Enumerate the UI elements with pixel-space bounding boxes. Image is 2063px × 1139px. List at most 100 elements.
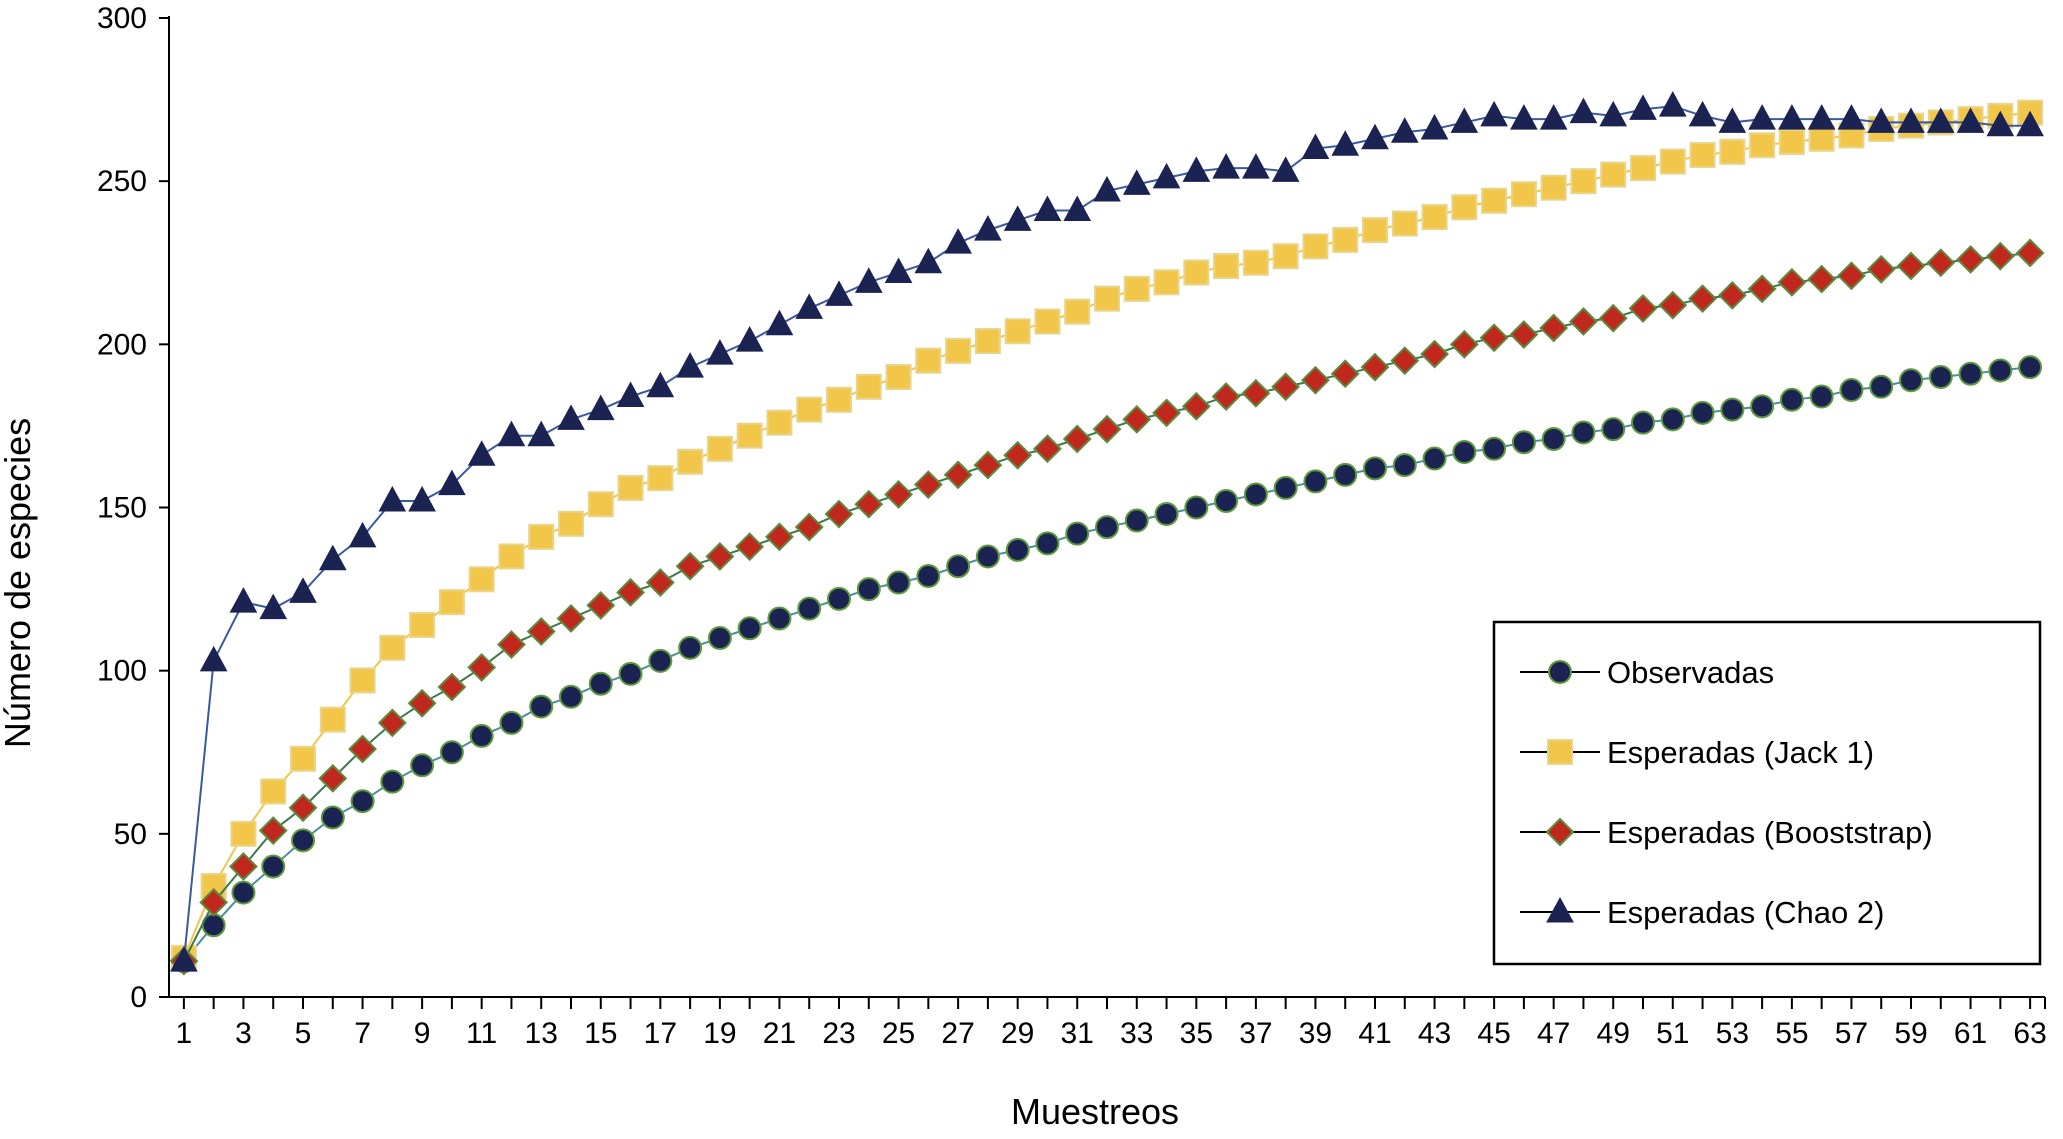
data-point [2015, 238, 2045, 268]
data-point [1273, 475, 1298, 500]
data-point [1095, 515, 1119, 540]
data-point [528, 523, 555, 550]
data-point [1065, 521, 1090, 546]
data-point [1391, 210, 1418, 237]
data-point [1956, 107, 1985, 133]
data-point [350, 789, 375, 814]
y-axis-title: Número de especies [0, 418, 38, 748]
data-point [945, 337, 972, 364]
data-point [559, 684, 583, 709]
data-point [498, 543, 525, 570]
data-point [1630, 155, 1656, 182]
x-tick-label: 61 [1954, 1017, 1987, 1050]
x-tick-label: 51 [1656, 1017, 1689, 1050]
data-point [884, 257, 913, 284]
data-point [1598, 303, 1628, 333]
data-point [1689, 142, 1716, 169]
data-point [765, 522, 794, 552]
data-point [1688, 284, 1717, 314]
x-tick-label: 15 [584, 1017, 617, 1050]
data-point [1748, 104, 1776, 130]
data-point [854, 267, 883, 293]
data-point [1035, 531, 1060, 556]
data-point [199, 645, 228, 672]
data-point [586, 394, 615, 421]
legend-box [1492, 620, 2042, 966]
x-tick-label: 47 [1537, 1017, 1570, 1050]
data-point [259, 593, 288, 620]
x-tick-label: 41 [1358, 1017, 1391, 1050]
data-point [1511, 430, 1536, 455]
data-point [1778, 129, 1805, 156]
data-point [1628, 294, 1658, 323]
data-point [1005, 537, 1030, 562]
x-tick-label: 7 [354, 1017, 371, 1050]
data-point [290, 745, 316, 772]
plot-area [169, 91, 2045, 976]
data-point [407, 688, 437, 718]
data-point [199, 887, 229, 917]
x-tick-label: 49 [1597, 1017, 1630, 1050]
data-point [1243, 482, 1268, 507]
x-tick-label: 43 [1418, 1017, 1451, 1050]
series-triangle [170, 91, 2044, 972]
legend-item: Observadas [1520, 655, 1774, 690]
data-point [586, 590, 616, 620]
x-tick-label: 1 [176, 1017, 193, 1050]
data-point [1331, 130, 1360, 156]
data-point [556, 604, 586, 633]
data-point [1749, 132, 1776, 159]
data-point [379, 634, 406, 661]
data-point [1958, 361, 1983, 386]
data-point [1450, 107, 1479, 133]
data-point [914, 247, 943, 274]
data-point [497, 630, 526, 659]
data-point [1330, 359, 1360, 389]
data-point [1063, 195, 1092, 222]
x-tick-label: 57 [1835, 1017, 1868, 1050]
data-point [737, 616, 762, 641]
data-point [319, 706, 346, 733]
data-point [468, 566, 495, 593]
data-point [946, 554, 971, 579]
data-point [974, 328, 1001, 355]
data-point [1212, 153, 1240, 179]
x-tick-label: 27 [941, 1017, 974, 1050]
data-point [1003, 205, 1032, 231]
data-point [1181, 391, 1211, 421]
data-point [885, 363, 912, 390]
data-point [1540, 174, 1567, 201]
legend-marker [1545, 817, 1575, 847]
data-point [438, 589, 465, 616]
data-point [706, 435, 733, 462]
data-point [526, 617, 556, 646]
data-point [557, 404, 585, 430]
data-point [1926, 248, 1956, 278]
data-point [795, 293, 824, 319]
data-point [825, 280, 853, 306]
data-point [1837, 261, 1866, 291]
series-diamond [169, 238, 2045, 976]
data-point [1717, 280, 1747, 310]
data-point [1122, 169, 1151, 195]
data-point [886, 570, 911, 595]
data-point [735, 532, 765, 562]
data-point [258, 816, 288, 845]
x-tick-label: 37 [1239, 1017, 1272, 1050]
data-point [1839, 378, 1864, 403]
data-point [348, 734, 377, 764]
data-point [943, 460, 973, 490]
y-tick-label: 50 [114, 818, 147, 851]
data-point [1211, 382, 1241, 411]
x-tick-label: 45 [1477, 1017, 1510, 1050]
data-point [587, 491, 614, 518]
data-point [676, 352, 704, 378]
data-point [527, 420, 556, 447]
data-point [1599, 100, 1628, 127]
x-tick-label: 13 [525, 1017, 558, 1050]
data-point [1600, 161, 1627, 188]
data-point [1183, 259, 1210, 286]
data-point [767, 606, 792, 631]
data-point [1541, 426, 1566, 451]
x-axis-title: Muestreos [1011, 1091, 1179, 1132]
